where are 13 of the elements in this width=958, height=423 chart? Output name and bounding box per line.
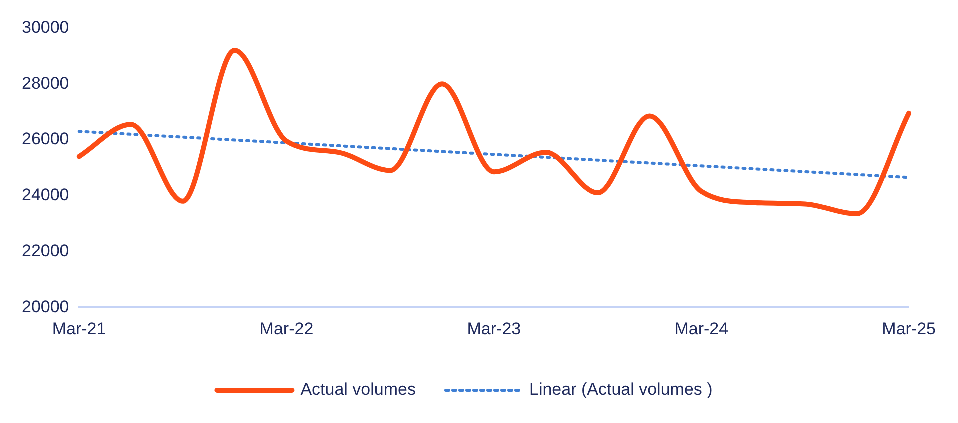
- y-tick-label: 26000: [22, 130, 70, 149]
- legend-label: Linear (Actual volumes ): [529, 380, 713, 400]
- x-tick-label: Mar-22: [260, 319, 314, 338]
- y-tick-label: 22000: [22, 241, 70, 260]
- legend-label: Actual volumes: [300, 380, 416, 400]
- x-tick-label: Mar-25: [882, 319, 936, 338]
- x-tick-label: Mar-23: [467, 319, 522, 338]
- x-tick-label: Mar-24: [674, 319, 729, 338]
- y-tick-label: 28000: [22, 74, 70, 93]
- x-tick-label: Mar-21: [52, 319, 106, 338]
- y-tick-label: 24000: [22, 186, 70, 205]
- y-tick-label: 20000: [22, 297, 70, 316]
- y-tick-label: 30000: [22, 18, 70, 37]
